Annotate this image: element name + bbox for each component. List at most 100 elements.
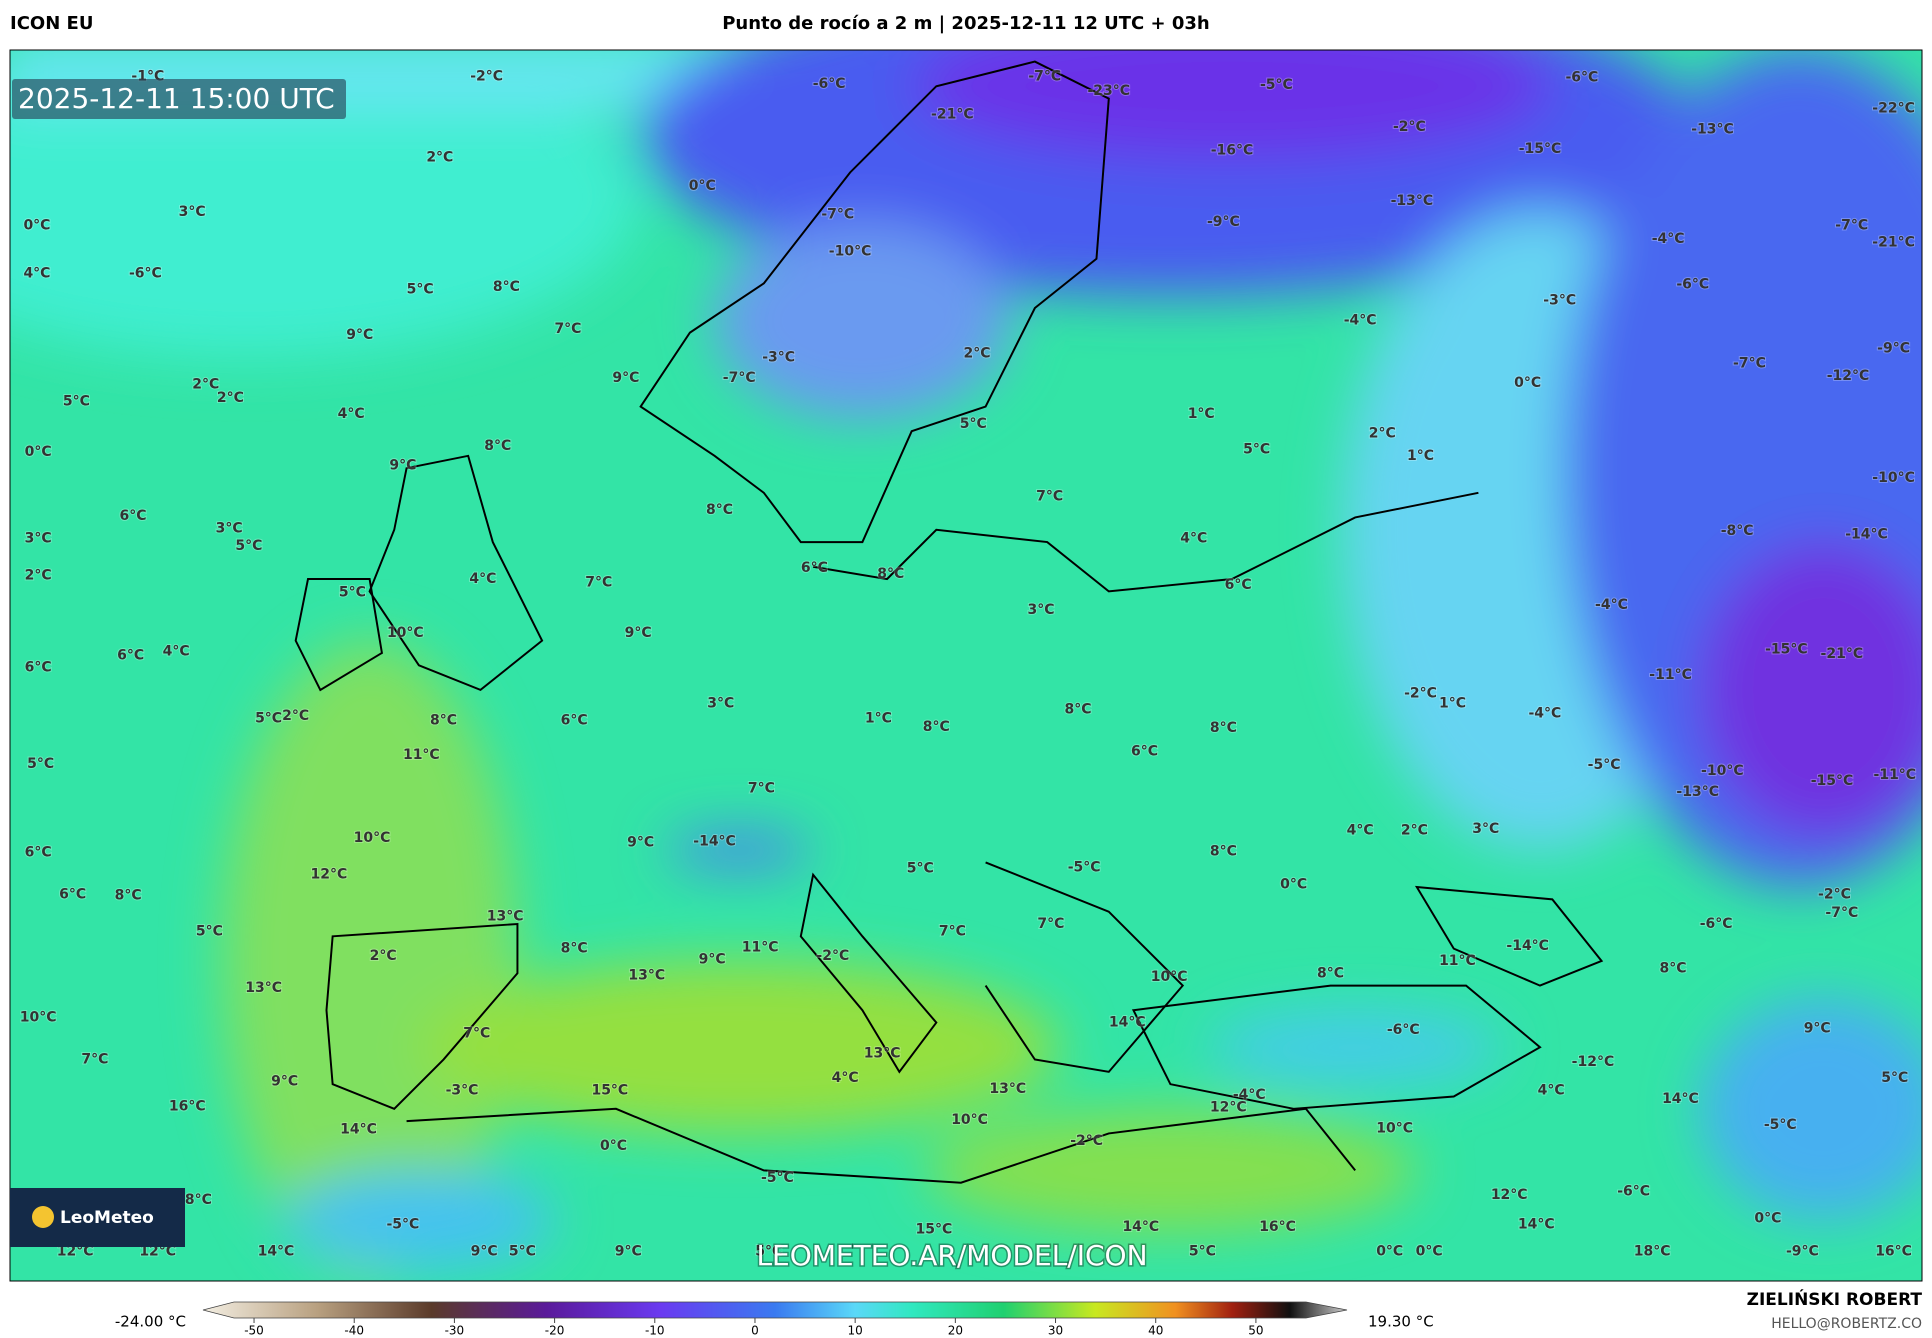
dewpoint-label: 7°C <box>748 780 775 796</box>
dewpoint-label: 5°C <box>235 538 262 554</box>
dewpoint-label: 10°C <box>354 830 391 846</box>
dewpoint-label: -5°C <box>1588 757 1621 773</box>
dewpoint-label: -5°C <box>1260 77 1293 93</box>
dewpoint-label: 6°C <box>25 845 52 861</box>
dewpoint-label: 6°C <box>801 560 828 576</box>
colorbar-max: 19.30 °C <box>1368 1313 1434 1331</box>
dewpoint-label: 6°C <box>561 713 588 729</box>
dewpoint-label: 16°C <box>1875 1244 1912 1260</box>
dewpoint-label: -11°C <box>1874 767 1917 783</box>
dewpoint-label: -9°C <box>1877 341 1910 357</box>
dewpoint-label: 10°C <box>951 1112 988 1128</box>
colorbar-tick-label: 40 <box>1148 1324 1163 1338</box>
dewpoint-label: 8°C <box>877 566 904 582</box>
dewpoint-label: 2°C <box>192 376 219 392</box>
dewpoint-label: 4°C <box>1538 1082 1565 1098</box>
dewpoint-label: -13°C <box>1691 121 1734 137</box>
dewpoint-label: -9°C <box>1786 1244 1819 1260</box>
dewpoint-label: -3°C <box>1543 293 1576 309</box>
dewpoint-label: 5°C <box>907 861 934 877</box>
dewpoint-label: -21°C <box>931 107 974 123</box>
dewpoint-label: 11°C <box>742 939 779 955</box>
dewpoint-label: 16°C <box>1259 1219 1296 1235</box>
time-box <box>12 79 346 119</box>
dewpoint-label: 5°C <box>509 1244 536 1260</box>
dewpoint-label: 3°C <box>1472 821 1499 837</box>
dewpoint-label: 2°C <box>1401 822 1428 838</box>
dewpoint-label: -7°C <box>1733 355 1766 371</box>
dewpoint-label: -2°C <box>1393 119 1426 135</box>
dewpoint-label: -5°C <box>1764 1117 1797 1133</box>
dewpoint-label: 6°C <box>1225 577 1252 593</box>
dewpoint-label: -10°C <box>1701 763 1744 779</box>
dewpoint-label: 2°C <box>217 390 244 406</box>
dewpoint-label: 4°C <box>469 571 496 587</box>
dewpoint-label: 6°C <box>120 508 147 524</box>
dewpoint-label: -6°C <box>1700 916 1733 932</box>
dewpoint-label: 1°C <box>1439 695 1466 711</box>
dewpoint-label: -6°C <box>1387 1022 1420 1038</box>
dewpoint-label: 12°C <box>139 1244 176 1260</box>
dewpoint-label: 12°C <box>311 867 348 883</box>
dewpoint-label: -7°C <box>1028 68 1061 84</box>
dewpoint-label: 12°C <box>1210 1100 1247 1116</box>
watermark: LEOMETEO.AR/MODEL/ICON <box>756 1239 1147 1272</box>
dewpoint-label: -21°C <box>1872 235 1915 251</box>
dewpoint-label: -4°C <box>1652 231 1685 247</box>
dewpoint-label: -5°C <box>761 1170 794 1186</box>
dewpoint-label: -2°C <box>1404 686 1437 702</box>
dewpoint-label: 14°C <box>1518 1217 1555 1233</box>
colorbar-tick-label: 50 <box>1248 1324 1263 1338</box>
dewpoint-label: 10°C <box>387 625 424 641</box>
dewpoint-label: -2°C <box>816 948 849 964</box>
dewpoint-label: -6°C <box>1617 1183 1650 1199</box>
dewpoint-label: 2°C <box>25 567 52 583</box>
dewpoint-label: 12°C <box>57 1244 94 1260</box>
dewpoint-label: 3°C <box>1028 602 1055 618</box>
dewpoint-label: 9°C <box>389 458 416 474</box>
dewpoint-label: 8°C <box>1064 702 1091 718</box>
dewpoint-label: 7°C <box>585 575 612 591</box>
dewpoint-label: 0°C <box>25 444 52 460</box>
dewpoint-label: 8°C <box>1317 965 1344 981</box>
dewpoint-label: 4°C <box>1347 822 1374 838</box>
dewpoint-label: 1°C <box>1407 448 1434 464</box>
dewpoint-label: -6°C <box>1676 277 1709 293</box>
dewpoint-label: 13°C <box>487 909 524 925</box>
dewpoint-label: -10°C <box>829 243 872 259</box>
dewpoint-label: 5°C <box>339 585 366 601</box>
dewpoint-label: -12°C <box>1827 368 1870 384</box>
dewpoint-label: 7°C <box>939 923 966 939</box>
colorbar-tick-label: -10 <box>645 1324 665 1338</box>
dewpoint-label: 7°C <box>1036 488 1063 504</box>
dewpoint-label: -4°C <box>1344 312 1377 328</box>
dewpoint-label: -12°C <box>1572 1054 1615 1070</box>
dewpoint-label: 2°C <box>963 346 990 362</box>
dewpoint-label: 2°C <box>1369 426 1396 442</box>
dewpoint-label: 7°C <box>554 321 581 337</box>
dewpoint-label: 8°C <box>1210 720 1237 736</box>
dewpoint-label: 3°C <box>25 530 52 546</box>
dewpoint-label: 9°C <box>699 952 726 968</box>
dewpoint-label: 4°C <box>23 266 50 282</box>
dewpoint-label: 5°C <box>196 923 223 939</box>
dewpoint-label: 12°C <box>1491 1187 1528 1203</box>
dewpoint-label: 8°C <box>484 438 511 454</box>
dewpoint-label: -13°C <box>1676 784 1719 800</box>
dewpoint-label: 3°C <box>707 695 734 711</box>
logo-sun <box>32 1206 54 1228</box>
dewpoint-label: 0°C <box>23 217 50 233</box>
dewpoint-label: -8°C <box>1721 523 1754 539</box>
dewpoint-label: 8°C <box>561 941 588 957</box>
dewpoint-label: 6°C <box>25 660 52 676</box>
dewpoint-label: 9°C <box>625 625 652 641</box>
dewpoint-label: 13°C <box>989 1081 1026 1097</box>
dewpoint-label: 9°C <box>346 327 373 343</box>
dewpoint-label: -3°C <box>446 1082 479 1098</box>
dewpoint-label: -14°C <box>693 833 736 849</box>
dewpoint-label: -21°C <box>1821 646 1864 662</box>
colorbar-tick-label: 0 <box>751 1324 759 1338</box>
dewpoint-label: -5°C <box>386 1217 419 1233</box>
dewpoint-label: 15°C <box>915 1222 952 1238</box>
dewpoint-label: -22°C <box>1872 100 1915 116</box>
